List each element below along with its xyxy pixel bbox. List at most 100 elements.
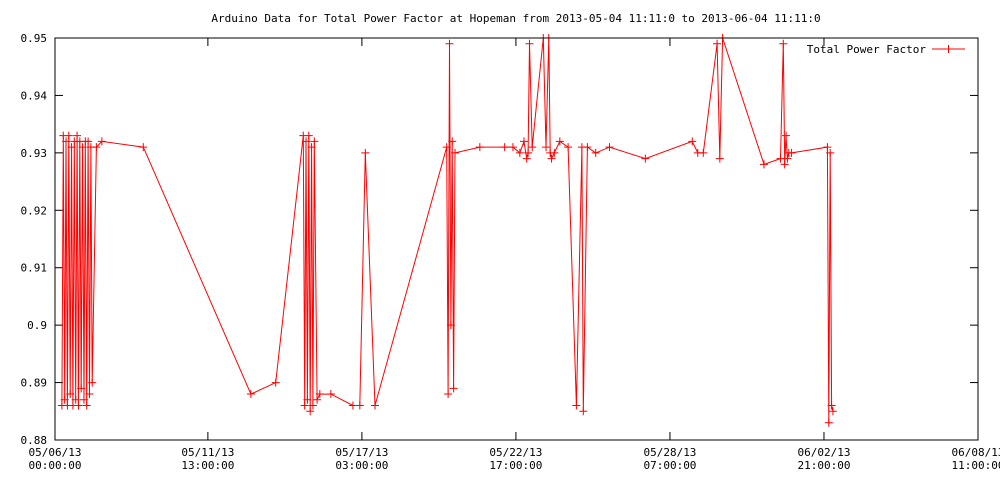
data-point-marker [313, 395, 322, 404]
data-point-marker [823, 143, 832, 152]
data-point-marker [451, 148, 460, 157]
legend-label: Total Power Factor [807, 43, 927, 56]
data-point-marker [787, 148, 796, 157]
data-point-marker [448, 137, 457, 146]
data-point-marker [62, 137, 71, 146]
y-tick-label: 0.92 [21, 204, 48, 217]
data-point-marker [824, 418, 833, 427]
x-tick-label: 05/17/13 03:00:00 [335, 446, 388, 472]
data-point-marker [827, 401, 836, 410]
data-point-marker [84, 137, 93, 146]
data-point-marker [304, 131, 313, 140]
x-tick-label: 05/22/13 17:00:00 [489, 446, 542, 472]
data-point-marker [302, 137, 311, 146]
data-point-marker [605, 143, 614, 152]
y-tick-label: 0.95 [21, 32, 48, 45]
x-tick-label: 05/28/13 07:00:00 [643, 446, 696, 472]
data-point-marker [60, 395, 69, 404]
data-point-marker [583, 143, 592, 152]
data-point-marker [97, 137, 106, 146]
data-point-marker [713, 39, 722, 48]
data-point-marker [246, 390, 255, 399]
data-point-marker [522, 154, 531, 163]
data-point-marker [550, 148, 559, 157]
data-point-marker [515, 148, 524, 157]
data-point-marker [564, 143, 573, 152]
data-point-marker [528, 143, 537, 152]
series-line-total-power-factor [61, 37, 834, 423]
y-tick-label: 0.9 [27, 319, 47, 332]
legend: Total Power Factor [807, 43, 965, 56]
y-tick-label: 0.93 [21, 147, 48, 160]
y-tick-label: 0.89 [21, 377, 48, 390]
data-point-marker [446, 321, 455, 330]
data-point-marker [782, 131, 791, 140]
data-point-marker [355, 401, 364, 410]
data-point-marker [315, 390, 324, 399]
data-point-marker [572, 401, 581, 410]
data-point-marker [71, 395, 80, 404]
data-point-marker [92, 143, 101, 152]
data-point-marker [449, 384, 458, 393]
data-point-marker [66, 390, 75, 399]
y-tick-label: 0.91 [21, 262, 48, 275]
data-point-marker [371, 401, 380, 410]
data-point-marker [699, 148, 708, 157]
data-point-marker [82, 401, 91, 410]
data-point-marker [88, 378, 97, 387]
data-point-marker [779, 39, 788, 48]
data-point-marker [826, 148, 835, 157]
data-point-marker [139, 143, 148, 152]
data-point-marker [525, 39, 534, 48]
data-point-marker [500, 143, 509, 152]
data-point-marker [780, 160, 789, 169]
data-point-marker [715, 154, 724, 163]
x-tick-label: 05/11/13 13:00:00 [181, 446, 234, 472]
data-point-marker [300, 401, 309, 410]
data-point-marker [326, 390, 335, 399]
x-axis: 05/06/13 00:00:00 05/11/13 13:00:00 05/17/13… [29, 38, 1000, 472]
data-point-marker [77, 384, 86, 393]
data-point-marker [828, 407, 837, 416]
series-markers [57, 34, 837, 427]
chart-title: Arduino Data for Total Power Factor at H… [211, 12, 820, 25]
data-point-marker [688, 137, 697, 146]
y-axis: 0.88 0.89 0.9 0.91 0.92 0.93 0.94 0.95 [21, 32, 978, 447]
y-tick-label: 0.88 [21, 434, 48, 447]
data-point-marker [306, 407, 315, 416]
data-point-marker [547, 154, 556, 163]
data-point-marker [78, 143, 87, 152]
data-point-marker [79, 395, 88, 404]
data-point-marker [308, 401, 317, 410]
data-point-marker [759, 160, 768, 169]
data-point-marker [74, 401, 83, 410]
data-point-marker [519, 137, 528, 146]
data-point-marker [776, 154, 785, 163]
data-point-marker [444, 390, 453, 399]
data-point-marker [524, 148, 533, 157]
data-point-marker [67, 143, 76, 152]
data-point-marker [591, 148, 600, 157]
data-point-marker [310, 137, 319, 146]
data-point-marker [475, 143, 484, 152]
data-point-marker [348, 401, 357, 410]
data-point-marker [85, 390, 94, 399]
x-tick-label: 06/02/13 21:00:00 [797, 446, 850, 472]
data-point-marker [508, 143, 517, 152]
data-point-marker [555, 137, 564, 146]
data-point-marker [783, 154, 792, 163]
data-point-marker [542, 143, 551, 152]
data-point-marker [442, 143, 451, 152]
x-tick-label: 05/06/13 00:00:00 [29, 446, 82, 472]
data-point-marker [641, 154, 650, 163]
data-point-marker [307, 143, 316, 152]
data-point-marker [64, 131, 73, 140]
data-point-marker [361, 148, 370, 157]
data-point-marker [303, 395, 312, 404]
data-point-marker [73, 131, 82, 140]
data-point-marker [271, 378, 280, 387]
data-point-marker [445, 39, 454, 48]
legend-marker [944, 45, 953, 53]
y-tick-label: 0.94 [21, 89, 48, 102]
